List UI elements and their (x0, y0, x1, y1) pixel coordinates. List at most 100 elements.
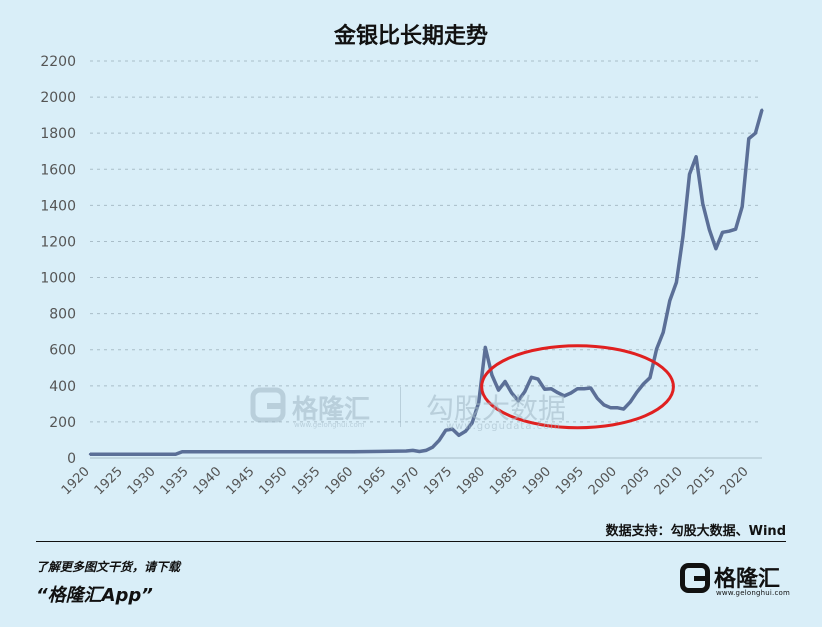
x-tick-label: 2015 (685, 464, 719, 498)
data-source: 数据支持：勾股大数据、Wind (605, 524, 786, 539)
line-chart: 0 200 400 600 800 1000 1200 1400 1600 1800 2000 220… (40, 54, 764, 498)
x-tick-label: 1935 (158, 464, 192, 498)
data-point (668, 299, 671, 302)
watermark-logo-icon (250, 387, 286, 423)
data-point (457, 434, 461, 437)
data-point (220, 450, 223, 453)
x-tick-label: 1975 (421, 464, 455, 498)
watermark-partner-name: 勾股大数据 (426, 392, 567, 425)
download-promo: 了解更多图文干货，请下载 (36, 560, 181, 574)
x-tick-label: 1995 (553, 464, 587, 498)
data-point (497, 388, 500, 392)
x-tick-label: 2010 (652, 464, 686, 498)
data-point (675, 281, 678, 284)
logo-name: 格隆汇 (714, 567, 781, 592)
data-point (510, 391, 513, 395)
watermark-brand-url: www.gelonghui.com (294, 421, 365, 429)
x-tick-label: 2020 (718, 464, 752, 498)
x-tick-label: 1940 (191, 464, 225, 498)
data-point (451, 427, 454, 431)
data-point (464, 430, 467, 433)
data-point (418, 450, 421, 453)
data-point (629, 400, 632, 404)
x-tick-label: 1985 (487, 464, 521, 498)
x-tick-label: 1965 (355, 464, 389, 498)
data-point (181, 450, 184, 453)
app-name: “格隆汇App” (36, 585, 153, 606)
data-point (523, 390, 527, 393)
x-tick-label: 1920 (59, 464, 93, 498)
data-point (661, 331, 665, 334)
data-point (741, 205, 744, 208)
data-point (648, 376, 652, 379)
data-point (477, 401, 480, 404)
data-point (609, 406, 612, 409)
data-point (490, 373, 494, 377)
data-point (576, 387, 579, 390)
y-tick-label: 1400 (40, 198, 76, 214)
data-point (701, 202, 704, 205)
data-point (352, 450, 355, 453)
watermark: 格隆汇 www.gelonghui.com 勾股大数据 www.gogudata… (250, 383, 580, 443)
data-point (760, 108, 764, 111)
data-point (754, 131, 757, 135)
y-tick-label: 1200 (40, 234, 76, 250)
x-tick-label: 1955 (289, 464, 323, 498)
data-point (642, 382, 645, 386)
data-point (622, 407, 625, 411)
data-point (549, 387, 553, 390)
data-point (517, 399, 520, 402)
x-tick-label: 2000 (586, 464, 620, 498)
data-point (569, 391, 573, 395)
x-tick-label: 1980 (454, 464, 488, 498)
data-point (747, 137, 751, 140)
chart-title: 金银比长期走势 (333, 24, 488, 49)
series-group (88, 108, 764, 456)
data-point (431, 445, 434, 449)
gelonghui-logo-icon (680, 563, 710, 593)
data-point (655, 347, 658, 351)
data-point (286, 450, 289, 453)
data-point (635, 391, 639, 394)
x-tick-label: 1960 (322, 464, 356, 498)
x-tick-label: 1945 (224, 464, 258, 498)
data-point (708, 228, 711, 231)
data-point (615, 406, 619, 409)
y-tick-label: 2000 (40, 90, 76, 106)
data-point (470, 421, 474, 425)
data-point (563, 394, 566, 398)
data-point (536, 377, 540, 381)
data-point (444, 429, 447, 432)
data-point (714, 247, 718, 250)
data-point (721, 231, 724, 234)
y-tick-label: 2200 (40, 54, 76, 70)
footer-divider (36, 541, 786, 542)
y-tick-label: 1000 (40, 271, 76, 287)
logo-url: www.gelonghui.com (716, 589, 791, 597)
watermark-partner-url: www.gogudata.com (446, 421, 562, 432)
data-point (589, 386, 592, 390)
data-point (688, 173, 691, 176)
x-tick-label: 2005 (619, 464, 653, 498)
data-point (424, 449, 428, 452)
gelonghui-logo: 格隆汇 www.gelonghui.com (680, 561, 791, 599)
x-axis-ticks: 1920192519301935194019451950195519601965… (59, 464, 752, 498)
highlight-ellipse (480, 344, 675, 430)
data-point (582, 387, 586, 390)
watermark-brand-name: 格隆汇 (292, 395, 371, 425)
highlight-group (480, 344, 675, 430)
data-point (556, 391, 559, 394)
data-point (405, 449, 408, 453)
y-tick-label: 1800 (40, 126, 76, 142)
data-point (543, 388, 546, 391)
x-tick-label: 1925 (92, 464, 126, 498)
y-tick-label: 0 (67, 451, 76, 467)
data-point (530, 376, 533, 379)
data-point (484, 346, 487, 349)
x-tick-label: 1990 (520, 464, 554, 498)
data-point (88, 453, 92, 456)
y-tick-label: 600 (49, 343, 76, 359)
data-point (411, 449, 415, 452)
y-tick-label: 200 (49, 415, 76, 431)
data-point (602, 403, 606, 407)
